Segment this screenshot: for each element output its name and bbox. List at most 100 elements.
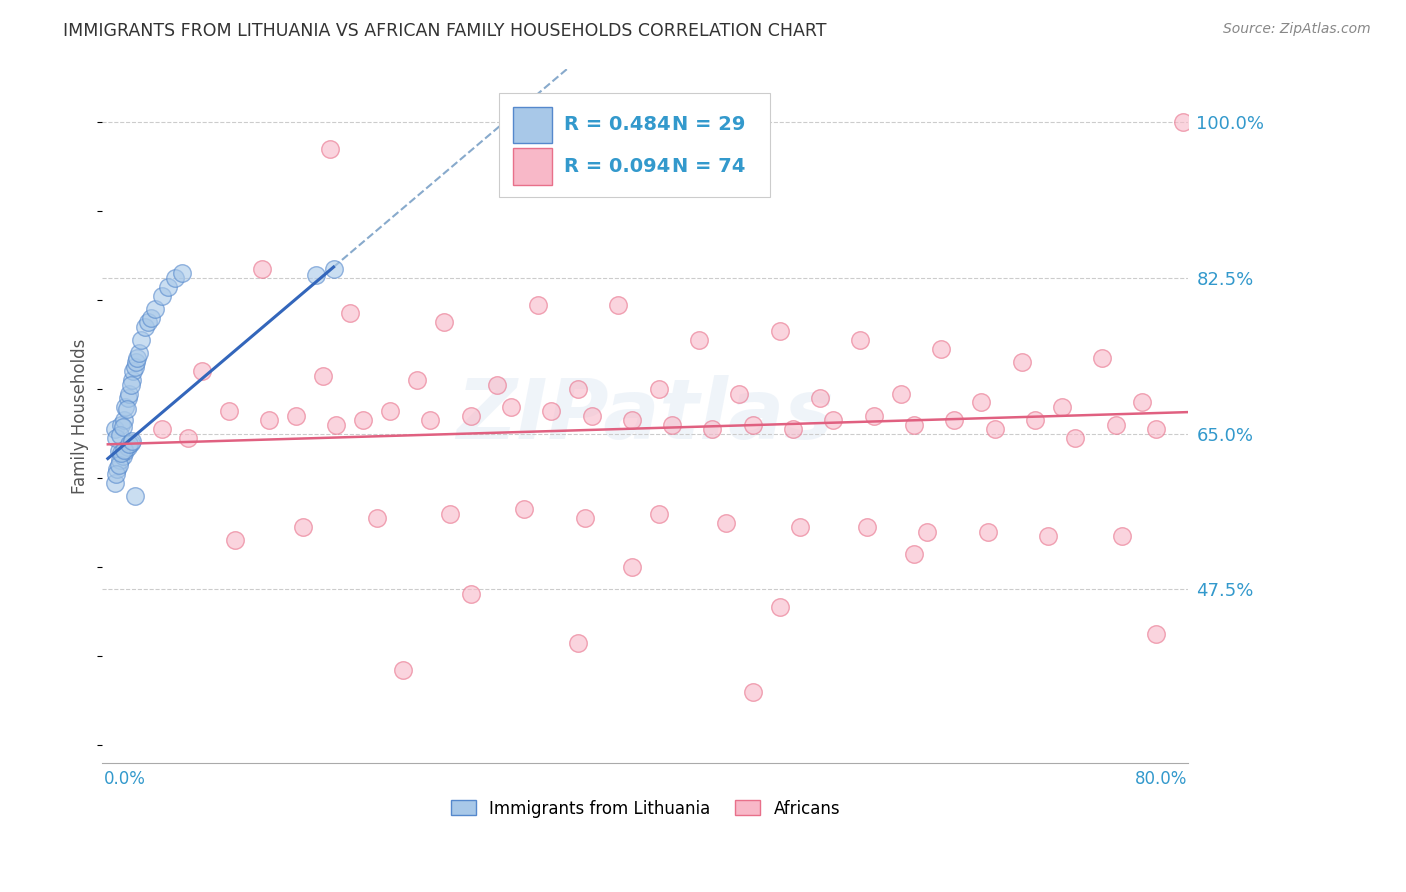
Point	[890, 386, 912, 401]
Text: Source: ZipAtlas.com: Source: ZipAtlas.com	[1223, 22, 1371, 37]
Point	[339, 306, 361, 320]
Point	[1132, 395, 1154, 409]
Point	[318, 142, 340, 156]
Point	[769, 600, 792, 615]
Point	[352, 413, 374, 427]
Point	[121, 373, 143, 387]
Point	[114, 444, 136, 458]
Point	[312, 368, 335, 383]
Point	[1064, 431, 1087, 445]
Point	[131, 333, 153, 347]
FancyBboxPatch shape	[499, 93, 770, 197]
Point	[1144, 627, 1167, 641]
Text: 0.0%: 0.0%	[104, 771, 146, 789]
Point	[120, 377, 142, 392]
Point	[224, 533, 246, 548]
Point	[107, 458, 129, 472]
Text: N = 29: N = 29	[672, 115, 745, 135]
Point	[405, 373, 427, 387]
Point	[191, 364, 214, 378]
Point	[460, 587, 482, 601]
Point	[486, 377, 509, 392]
Point	[648, 507, 671, 521]
Point	[117, 440, 139, 454]
Point	[104, 467, 127, 481]
Point	[366, 511, 388, 525]
Point	[122, 364, 145, 378]
Point	[581, 409, 603, 423]
Point	[218, 404, 240, 418]
Point	[105, 462, 128, 476]
Point	[419, 413, 441, 427]
Point	[108, 428, 131, 442]
Point	[150, 422, 173, 436]
Point	[607, 297, 630, 311]
Point	[439, 507, 461, 521]
Point	[1104, 417, 1126, 432]
Point	[103, 475, 125, 490]
Point	[567, 636, 589, 650]
Point	[977, 524, 1000, 539]
Text: ZIPatlas: ZIPatlas	[457, 376, 834, 457]
Text: 80.0%: 80.0%	[1135, 771, 1187, 789]
Point	[688, 333, 710, 347]
Point	[460, 409, 482, 423]
Point	[499, 400, 522, 414]
Point	[943, 413, 966, 427]
Point	[118, 437, 141, 451]
Point	[157, 279, 180, 293]
Point	[143, 301, 166, 316]
Point	[741, 417, 763, 432]
Point	[789, 520, 811, 534]
Point	[714, 516, 737, 530]
Point	[862, 409, 884, 423]
Point	[378, 404, 401, 418]
Point	[128, 346, 150, 360]
Point	[291, 520, 314, 534]
FancyBboxPatch shape	[513, 107, 553, 143]
Point	[567, 382, 589, 396]
Point	[540, 404, 562, 418]
Point	[136, 315, 159, 329]
Point	[808, 391, 831, 405]
Point	[1024, 413, 1046, 427]
Point	[433, 315, 456, 329]
Legend: Immigrants from Lithuania, Africans: Immigrants from Lithuania, Africans	[444, 793, 846, 824]
Point	[620, 413, 643, 427]
Point	[107, 444, 129, 458]
Point	[139, 310, 162, 325]
Text: R = 0.094: R = 0.094	[564, 157, 671, 176]
Point	[849, 333, 872, 347]
Point	[1111, 529, 1133, 543]
Point	[782, 422, 804, 436]
Point	[117, 391, 139, 405]
Point	[929, 342, 952, 356]
Y-axis label: Family Households: Family Households	[72, 338, 89, 493]
Point	[124, 489, 146, 503]
Point	[620, 560, 643, 574]
Point	[115, 401, 138, 416]
Point	[728, 386, 751, 401]
Point	[134, 319, 156, 334]
Point	[114, 400, 136, 414]
Point	[112, 413, 135, 427]
Point	[661, 417, 683, 432]
Point	[305, 268, 328, 282]
Point	[104, 431, 127, 445]
Point	[125, 355, 148, 369]
Point	[513, 502, 536, 516]
Point	[120, 435, 142, 450]
Point	[1171, 115, 1194, 129]
Point	[741, 685, 763, 699]
Point	[526, 297, 548, 311]
Point	[108, 453, 131, 467]
FancyBboxPatch shape	[513, 148, 553, 185]
Point	[177, 431, 200, 445]
Point	[1050, 400, 1073, 414]
Point	[823, 413, 845, 427]
Point	[110, 446, 132, 460]
Point	[970, 395, 993, 409]
Point	[1144, 422, 1167, 436]
Point	[252, 261, 274, 276]
Point	[124, 359, 146, 374]
